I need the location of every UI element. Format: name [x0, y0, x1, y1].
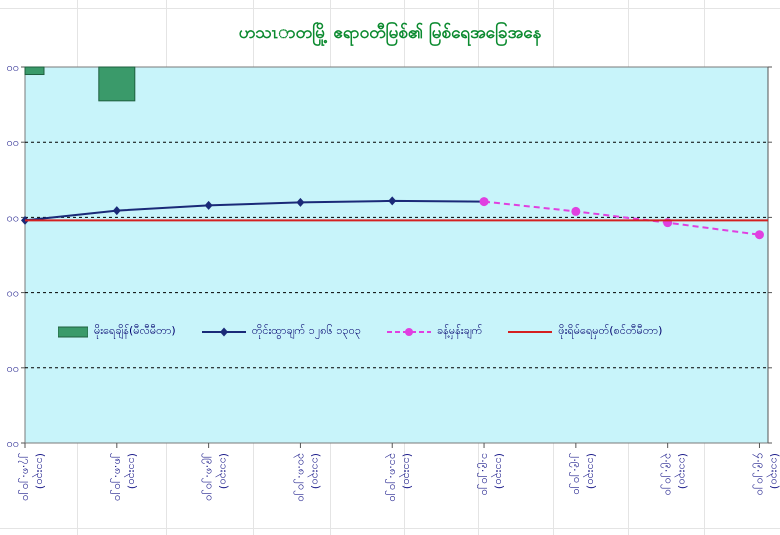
y-tick-label: ၀၀: [7, 437, 19, 450]
plot-area: [24, 66, 769, 444]
x-tick-label: ၂၉.၈.၂၀၂၀ (၁၁း၃၀): [202, 453, 231, 501]
x-tick-date: ၂၈.၈.၂၀၂၀: [110, 453, 125, 501]
legend-swatch: [201, 327, 246, 337]
observed-point: [204, 200, 213, 210]
x-tick-label: ၃.၉.၂၀၂၀ (၁၁း၃၀): [661, 453, 690, 496]
legend-label: တိုင်းထွာချက် ၁၂၈၆ ၁၃၀၃: [251, 324, 361, 337]
x-tick-label: ၁.၉.၂၀၂၀ (၁၁း၃၀): [477, 453, 506, 496]
legend-swatch: [386, 328, 431, 336]
rainfall-bar: [98, 66, 136, 102]
x-tick-date: ၃.၉.၂၀၂၀: [661, 453, 676, 496]
x-tick-time: (၁၁း၃၀): [216, 453, 231, 489]
observed-point: [112, 206, 121, 216]
y-tick-label: ၀၀: [7, 287, 19, 300]
legend-label: ခန့်မှန်းချက်: [436, 324, 483, 337]
y-tick-label: ၀၀: [7, 61, 19, 74]
x-tick-label: ၄.၉.၂၀၂၀ (၁၁း၃၀): [752, 453, 780, 496]
x-tick-label: ၃၁.၈.၂၀၂၀ (၁၁း၃၀): [385, 453, 414, 502]
x-tick-date: ၂.၉.၂၀၂၀: [569, 453, 584, 495]
x-tick-label: ၂၈.၈.၂၀၂၀ (၁၁း၃၀): [110, 453, 139, 501]
x-tick-date: ၄.၉.၂၀၂၀: [752, 453, 767, 496]
x-tick-date: ၃၁.၈.၂၀၂၀: [385, 453, 400, 502]
legend-item: ခန့်မှန်းချက်: [386, 324, 483, 340]
x-tick-time: (၁၁း၃၀): [32, 453, 47, 489]
legend-item: တိုင်းထွာချက် ၁၂၈၆ ၁၃၀၃: [201, 324, 361, 340]
y-tick-label: ၀၀: [7, 362, 19, 375]
rainfall-bar: [24, 66, 45, 76]
legend-label: ဖိုးရိမ်ရေမှတ်(စင်တီမီတာ): [558, 324, 663, 337]
x-tick-time: (၁၁း၃၀): [675, 453, 690, 489]
x-tick-time: (၁၁း၃၀): [766, 453, 780, 489]
legend-label: မိုးရေချိန်(မီလီမီတာ): [94, 324, 176, 337]
legend-item: မိုးရေချိန်(မီလီမီတာ): [58, 324, 176, 340]
x-tick-date: ၁.၉.၂၀၂၀: [477, 453, 492, 496]
chart-title: ဟသၤာတမြို့ ဧရာဝတီမြစ်၏ မြစ်ရေအခြေအနေ: [238, 23, 542, 43]
legend-swatch: [508, 331, 553, 333]
forecast-point: [479, 197, 489, 207]
x-tick-time: (၁၁း၃၀): [399, 453, 414, 489]
legend-item: ဖိုးရိမ်ရေမှတ်(စင်တီမီတာ): [508, 324, 662, 340]
x-tick-date: ၂၉.၈.၂၀၂၀: [202, 453, 217, 501]
x-tick-label: ၃၀.၈.၂၀၂၀ (၁၁း၃၀): [293, 453, 322, 502]
legend-swatch: [58, 326, 88, 338]
forecast-point: [571, 206, 581, 216]
x-tick-time: (၁၁း၃၀): [124, 453, 139, 489]
observed-point: [388, 196, 397, 206]
x-tick-time: (၁၁း၃၀): [307, 453, 322, 489]
x-tick-date: ၂၇.၈.၂၀၂၀: [18, 453, 33, 501]
x-tick-time: (၁၁း၃၀): [491, 453, 506, 489]
x-tick-date: ၃၀.၈.၂၀၂၀: [293, 453, 308, 502]
forecast-line: [483, 200, 760, 236]
x-tick-time: (၁၁း၃၀): [583, 453, 598, 489]
observed-point: [296, 197, 305, 207]
y-tick-label: ၀၀: [7, 136, 19, 149]
forecast-point: [754, 230, 764, 240]
legend: မိုးရေချိန်(မီလီမီတာ) တိုင်းထွာချက် ၁၂၈၆ …: [58, 320, 758, 344]
x-tick-label: ၂.၉.၂၀၂၀ (၁၁း၃၀): [569, 453, 598, 495]
y-tick-label: ၀၀: [7, 211, 19, 224]
observed-line: [24, 199, 485, 222]
x-tick-label: ၂၇.၈.၂၀၂၀ (၁၁း၃၀): [18, 453, 47, 501]
